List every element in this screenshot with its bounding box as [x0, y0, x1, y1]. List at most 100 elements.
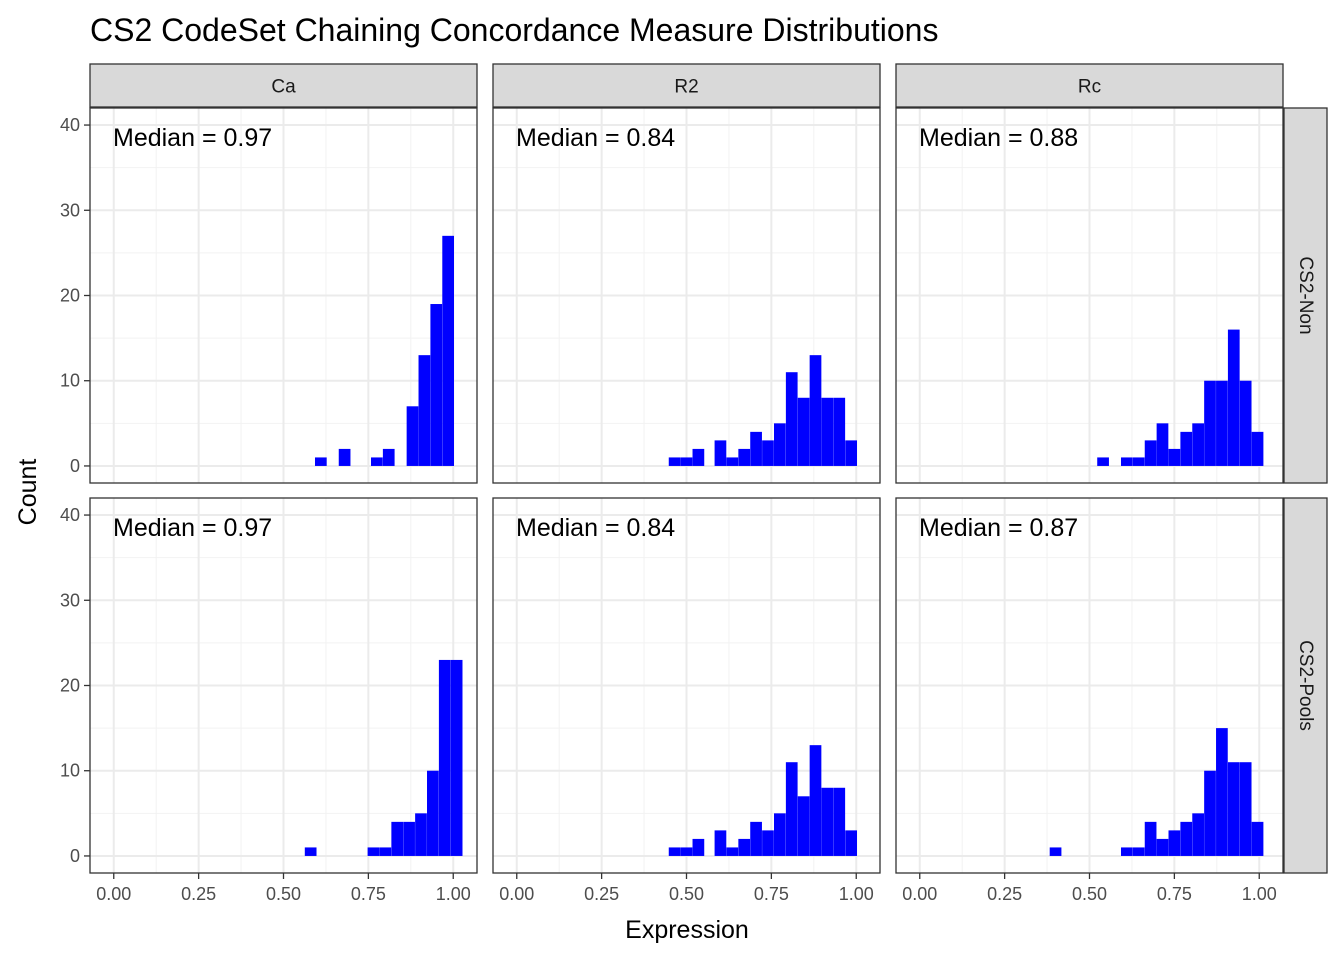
histogram-bar — [773, 813, 786, 856]
histogram-bar — [785, 762, 798, 856]
histogram-bar — [738, 448, 751, 466]
histogram-bar — [1216, 380, 1228, 466]
histogram-bar — [1156, 423, 1169, 466]
histogram-bar — [821, 397, 834, 466]
column-strip-background — [492, 63, 881, 108]
panel-ca-cs2-pools: Median = 0.97 0 10 20 30 40 0.00 0.25 0.50 0.75 1.… — [60, 497, 478, 904]
histogram-bar — [406, 406, 419, 466]
histogram-bar — [1180, 821, 1193, 856]
y-tick-label: 20 — [60, 676, 80, 696]
histogram-bar — [379, 847, 392, 856]
row-strip-background — [1283, 107, 1328, 484]
x-tick-label: 0.00 — [499, 884, 534, 904]
histogram-bar — [692, 448, 705, 466]
y-tick-label: 40 — [60, 505, 80, 525]
histogram-bar — [338, 448, 351, 466]
median-label: Median = 0.84 — [516, 124, 675, 152]
x-tick-label: 1.00 — [839, 884, 874, 904]
histogram-bar — [1251, 821, 1264, 856]
column-strip-label: R2 — [674, 77, 698, 98]
histogram-bar — [1156, 838, 1169, 856]
histogram-bar — [797, 796, 810, 856]
histogram-bar — [1180, 431, 1193, 466]
x-tick-label: 0.25 — [181, 884, 216, 904]
median-label: Median = 0.97 — [113, 124, 272, 152]
histogram-bar — [750, 821, 762, 856]
histogram-bar — [314, 457, 327, 466]
x-tick-label: 0.50 — [669, 884, 704, 904]
y-tick-label: 0 — [70, 846, 80, 866]
x-tick-label: 0.50 — [266, 884, 301, 904]
histogram-bar — [762, 830, 774, 856]
histogram-bar — [680, 457, 693, 466]
histogram-bar — [738, 838, 751, 856]
row-strip-cs2-non: CS2-Non — [1283, 107, 1328, 484]
column-strip-rc: Rc — [895, 63, 1284, 108]
median-label: Median = 0.97 — [113, 514, 272, 542]
histogram-bar — [1239, 762, 1252, 856]
histogram-bar — [415, 813, 427, 856]
histogram-bar — [1204, 380, 1216, 466]
column-strip-background — [895, 63, 1284, 108]
histogram-bar — [833, 397, 846, 466]
y-tick-label: 30 — [60, 200, 80, 220]
histogram-bar — [1227, 762, 1240, 856]
panel-rc-cs2-non: Median = 0.88 — [895, 107, 1284, 484]
median-label: Median = 0.87 — [919, 514, 1078, 542]
row-strip-label: CS2-Non — [1295, 256, 1316, 334]
histogram-bar — [1227, 329, 1240, 466]
histogram-bar — [391, 821, 404, 856]
column-strip-ca: Ca — [89, 63, 478, 108]
histogram-bar — [430, 304, 443, 466]
x-axis-title: Expression — [625, 916, 749, 944]
y-axis-title: Count — [14, 459, 42, 526]
y-tick-label: 30 — [60, 590, 80, 610]
histogram-bar — [809, 355, 822, 466]
x-tick-label: 0.75 — [1157, 884, 1192, 904]
histogram-bar — [450, 659, 463, 856]
histogram-bar — [762, 440, 774, 466]
chart-title: CS2 CodeSet Chaining Concordance Measure… — [90, 12, 938, 48]
histogram-bar — [1049, 847, 1062, 856]
y-tick-label: 20 — [60, 286, 80, 306]
histogram-bar — [845, 830, 858, 856]
column-strip-label: Ca — [271, 77, 296, 98]
histogram-bar — [714, 830, 727, 856]
histogram-bar — [1097, 457, 1109, 466]
histogram-bar — [785, 372, 798, 466]
column-strip-label: Rc — [1078, 77, 1101, 98]
x-tick-label: 0.25 — [987, 884, 1022, 904]
histogram-bar — [821, 787, 834, 856]
histogram-bar — [1144, 440, 1157, 466]
facet-panels: Ca R2 Rc CS2-Non CS2-Pools Median = 0.97 0 10 20… — [60, 63, 1328, 904]
panel-ca-cs2-non: Median = 0.97 0 10 20 30 40 — [60, 107, 478, 484]
row-strip-cs2-pools: CS2-Pools — [1283, 497, 1328, 874]
histogram-bar — [668, 847, 681, 856]
x-tick-label: 1.00 — [1242, 884, 1277, 904]
column-strip-r2: R2 — [492, 63, 881, 108]
y-tick-label: 10 — [60, 761, 80, 781]
panel-r2-cs2-non: Median = 0.84 — [492, 107, 881, 484]
panel-border — [492, 107, 881, 484]
median-label: Median = 0.84 — [516, 514, 675, 542]
panel-r2-cs2-pools: Median = 0.84 0.00 0.25 0.50 0.75 1.00 — [492, 497, 881, 904]
histogram-bar — [726, 847, 739, 856]
histogram-bar — [1120, 457, 1133, 466]
histogram-bar — [1239, 380, 1252, 466]
column-strip-background — [89, 63, 478, 108]
histogram-bar — [1216, 728, 1228, 856]
histogram-bar — [427, 770, 439, 856]
x-tick-label: 0.75 — [351, 884, 386, 904]
histogram-bar — [442, 235, 455, 466]
histogram-bar — [714, 440, 727, 466]
histogram-bar — [726, 457, 739, 466]
x-tick-label: 0.50 — [1072, 884, 1107, 904]
histogram-bar — [680, 847, 693, 856]
histogram-bar — [773, 423, 786, 466]
histogram-bar — [1144, 821, 1157, 856]
median-label: Median = 0.88 — [919, 124, 1078, 152]
histogram-bar — [403, 821, 415, 856]
histogram-bar — [1251, 431, 1264, 466]
row-strip-background — [1283, 497, 1328, 874]
histogram-bar — [809, 745, 822, 856]
